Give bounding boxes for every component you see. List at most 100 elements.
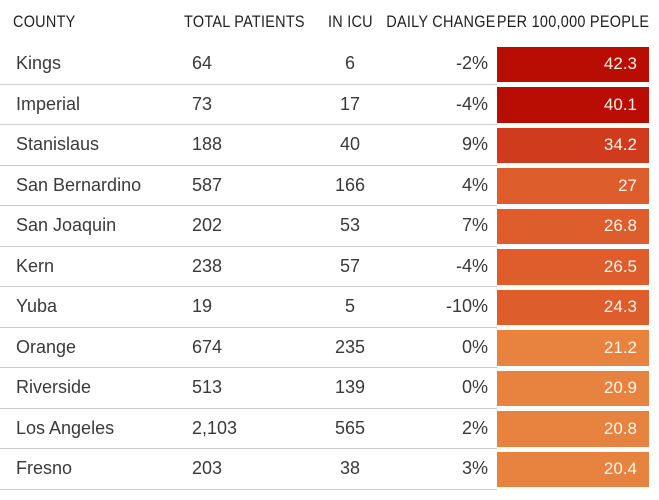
total-patients-cell: 19 [180, 287, 305, 328]
in-icu-cell: 235 [305, 328, 395, 368]
in-icu-cell: 40 [305, 125, 395, 166]
county-cell: Imperial [0, 85, 180, 125]
in-icu-cell: 6 [305, 44, 395, 85]
daily-change-value: 7% [461, 215, 488, 236]
total-patients-value: 203 [192, 458, 223, 479]
daily-change-value: -4% [455, 255, 488, 276]
county-column-header: COUNTY [13, 12, 76, 31]
in-icu-value: 6 [344, 53, 355, 74]
daily-change-cell: -2% [395, 44, 497, 85]
daily-change-column-header: DAILY CHANGE [386, 12, 496, 31]
per-100k-value: 20.4 [603, 459, 637, 479]
county-value: Fresno [16, 458, 73, 479]
per-100k-heat-badge: 34.2 [497, 127, 649, 163]
daily-change-value: -10% [445, 296, 488, 317]
table-body: Kings 64 6 -2% 42.3 Imperial 73 17 -4% [0, 44, 659, 490]
total-patients-cell: 238 [180, 247, 305, 287]
per-100k-heat-badge: 26.5 [497, 249, 649, 285]
county-value: Imperial [16, 93, 81, 114]
per-100k-heat-badge: 20.4 [497, 451, 649, 487]
table-row: San Joaquin 202 53 7% 26.8 [0, 206, 659, 247]
header-cell-in-icu: IN ICU [305, 0, 395, 44]
per-100k-cell: 20.4 [497, 449, 649, 490]
table-row: Yuba 19 5 -10% 24.3 [0, 287, 659, 328]
daily-change-cell: -4% [395, 85, 497, 125]
table-row: Fresno 203 38 3% 20.4 [0, 449, 659, 490]
table-row: Kern 238 57 -4% 26.5 [0, 247, 659, 288]
daily-change-value: 3% [461, 458, 488, 479]
per-100k-cell: 42.3 [497, 44, 649, 85]
daily-change-cell: 0% [395, 368, 497, 409]
in-icu-value: 17 [339, 93, 361, 114]
total-patients-cell: 674 [180, 328, 305, 368]
per-100k-cell: 27 [497, 166, 649, 207]
county-cell: Yuba [0, 287, 180, 328]
per-100k-cell: 34.2 [497, 125, 649, 166]
daily-change-cell: 7% [395, 206, 497, 247]
total-patients-value: 238 [192, 255, 223, 276]
total-patients-value: 19 [192, 296, 213, 317]
per-100k-cell: 26.5 [497, 247, 649, 288]
daily-change-cell: -4% [395, 247, 497, 287]
per-100k-cell: 26.8 [497, 206, 649, 247]
per-100k-value: 26.8 [603, 216, 637, 236]
county-cell: Stanislaus [0, 125, 180, 166]
header-cell-per-100k: PER 100,000 PEOPLE [497, 0, 649, 44]
daily-change-cell: 2% [395, 409, 497, 449]
per-100k-heat-badge: 21.2 [497, 330, 649, 366]
per-100k-value: 42.3 [603, 54, 637, 74]
per-100k-heat-badge: 24.3 [497, 289, 649, 325]
daily-change-cell: 3% [395, 449, 497, 490]
in-icu-cell: 38 [305, 449, 395, 490]
per-100k-heat-badge: 20.8 [497, 411, 649, 447]
per-100k-value: 21.2 [603, 337, 637, 357]
daily-change-value: 4% [461, 174, 488, 195]
per-100k-heat-badge: 42.3 [497, 46, 649, 82]
per-100k-cell: 20.9 [497, 368, 649, 409]
in-icu-value: 565 [334, 417, 366, 438]
in-icu-value: 139 [334, 377, 366, 398]
daily-change-cell: 4% [395, 166, 497, 206]
per-100k-heat-badge: 20.9 [497, 370, 649, 406]
county-value: Orange [16, 336, 77, 357]
per-100k-value: 34.2 [603, 135, 637, 155]
in-icu-column-header: IN ICU [327, 12, 373, 31]
table-row: San Bernardino 587 166 4% 27 [0, 166, 659, 207]
in-icu-cell: 53 [305, 206, 395, 247]
per-100k-heat-badge: 27 [497, 168, 649, 204]
county-value: Kings [16, 53, 62, 74]
per-100k-value: 20.8 [603, 418, 637, 438]
county-value: Los Angeles [16, 417, 115, 438]
in-icu-cell: 139 [305, 368, 395, 409]
per-100k-value: 26.5 [603, 256, 637, 276]
daily-change-value: -4% [455, 93, 488, 114]
per-100k-heat-badge: 26.8 [497, 208, 649, 244]
county-cell: Los Angeles [0, 409, 180, 449]
header-cell-total-patients: TOTAL PATIENTS [180, 0, 305, 44]
total-patients-cell: 513 [180, 368, 305, 409]
in-icu-value: 5 [344, 296, 355, 317]
total-patients-value: 513 [192, 377, 223, 398]
county-cell: Fresno [0, 449, 180, 490]
per-100k-value: 27 [618, 175, 637, 195]
per-100k-cell: 21.2 [497, 328, 649, 369]
per-100k-cell: 20.8 [497, 409, 649, 450]
daily-change-value: 0% [461, 336, 488, 357]
total-patients-column-header: TOTAL PATIENTS [184, 12, 305, 31]
per-100k-cell: 40.1 [497, 85, 649, 126]
in-icu-cell: 5 [305, 287, 395, 328]
per-100k-heat-badge: 40.1 [497, 87, 649, 123]
total-patients-value: 674 [192, 336, 223, 357]
county-value: Stanislaus [16, 134, 100, 155]
total-patients-cell: 2,103 [180, 409, 305, 449]
county-value: Yuba [16, 296, 58, 317]
total-patients-cell: 202 [180, 206, 305, 247]
total-patients-value: 73 [192, 93, 213, 114]
in-icu-value: 166 [334, 174, 366, 195]
in-icu-cell: 565 [305, 409, 395, 449]
county-cell: Orange [0, 328, 180, 368]
header-cell-county: COUNTY [0, 0, 180, 44]
county-cell: Riverside [0, 368, 180, 409]
total-patients-value: 64 [192, 53, 213, 74]
